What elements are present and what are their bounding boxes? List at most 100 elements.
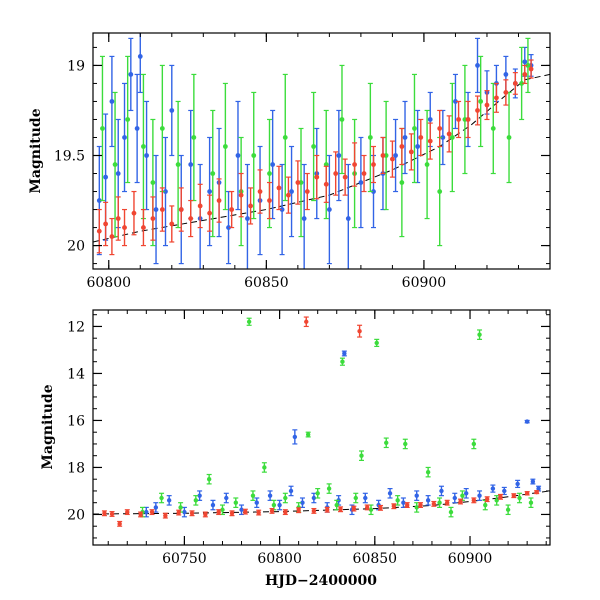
top-data-point <box>336 109 342 202</box>
bottom-points-layer <box>101 316 542 527</box>
top-point-marker <box>301 216 307 221</box>
top-data-point <box>235 100 241 211</box>
bottom-point-marker <box>178 505 183 510</box>
bottom-point-marker <box>125 509 130 515</box>
top-point-marker <box>188 162 194 167</box>
bottom-point-marker <box>176 510 181 515</box>
bottom-point-marker <box>418 502 423 508</box>
bottom-data-point <box>229 510 235 517</box>
top-data-point <box>371 145 377 184</box>
bottom-data-point <box>109 511 115 517</box>
bottom-point-marker <box>351 506 357 511</box>
top-point-marker <box>352 162 357 167</box>
top-point-marker <box>125 117 131 122</box>
bottom-point-marker <box>163 513 168 518</box>
bottom-data-point <box>501 486 507 496</box>
top-data-point <box>424 109 430 220</box>
bottom-point-marker <box>484 496 490 502</box>
top-data-point <box>109 217 115 256</box>
top-point-marker <box>112 162 118 167</box>
bottom-point-marker <box>197 493 202 498</box>
top-point-marker <box>115 171 121 176</box>
top-point-marker <box>207 189 213 194</box>
bottom-y-tick-label: 18 <box>67 460 85 476</box>
bottom-data-point <box>357 324 363 338</box>
bottom-point-marker <box>401 500 406 505</box>
top-data-point <box>169 205 175 243</box>
bottom-point-marker <box>224 495 229 501</box>
top-data-point <box>358 136 364 229</box>
top-point-marker <box>427 117 433 122</box>
top-point-marker <box>251 153 257 158</box>
bottom-point-marker <box>305 432 311 437</box>
bottom-data-point <box>282 509 288 516</box>
bottom-data-point <box>250 490 256 501</box>
top-data-point <box>270 109 276 220</box>
bottom-point-marker <box>387 491 393 496</box>
bottom-data-point <box>223 492 229 504</box>
top-data-point <box>248 187 254 225</box>
top-data-point <box>323 165 329 203</box>
top-data-point <box>122 208 128 247</box>
bottom-data-point <box>484 496 490 503</box>
top-y-tick-label: 19 <box>67 58 85 74</box>
top-data-point <box>301 163 307 269</box>
bottom-data-point <box>292 429 298 445</box>
top-point-marker <box>333 171 339 176</box>
top-point-marker <box>134 126 140 131</box>
bottom-x-tick-label: 60800 <box>257 551 302 567</box>
top-point-marker <box>484 102 490 108</box>
bottom-point-marker <box>262 465 267 470</box>
bottom-data-point <box>242 508 248 515</box>
bottom-data-point <box>326 483 332 494</box>
bottom-point-marker <box>292 434 298 440</box>
bottom-data-point <box>418 502 424 508</box>
top-data-point <box>311 91 317 202</box>
top-data-point <box>99 55 105 202</box>
top-point-marker <box>512 81 518 86</box>
bottom-data-point <box>277 499 283 511</box>
bottom-point-marker <box>414 505 419 510</box>
bottom-point-marker <box>340 359 345 364</box>
top-y-tick-label: 19.5 <box>54 149 85 165</box>
bottom-data-point <box>296 507 302 514</box>
top-point-marker <box>286 192 291 198</box>
top-point-marker <box>390 156 395 162</box>
bottom-point-marker <box>534 489 539 495</box>
bottom-data-point <box>383 437 389 449</box>
bottom-data-point <box>124 509 130 516</box>
bottom-point-marker <box>494 498 499 503</box>
top-data-point <box>475 37 481 94</box>
top-point-marker <box>222 144 228 149</box>
bottom-point-marker <box>166 498 172 503</box>
top-data-point <box>115 196 121 241</box>
top-y-axis-title: Magnitude <box>28 108 44 193</box>
bottom-y-tick-label: 12 <box>67 319 85 335</box>
top-data-point <box>304 172 310 211</box>
bottom-point-marker <box>363 495 368 501</box>
bottom-point-marker <box>193 498 199 503</box>
top-point-marker <box>393 153 398 158</box>
top-data-point <box>512 72 518 95</box>
bottom-point-marker <box>311 495 317 501</box>
top-data-point <box>191 73 197 202</box>
top-data-point <box>503 79 509 106</box>
bottom-point-marker <box>216 509 221 515</box>
bottom-point-marker <box>326 486 332 491</box>
top-point-marker <box>323 181 329 187</box>
top-data-point <box>352 142 358 187</box>
bottom-data-point <box>458 498 464 505</box>
top-point-marker <box>276 185 282 191</box>
bottom-data-point <box>490 484 496 493</box>
top-point-marker <box>437 189 443 194</box>
top-data-point <box>478 55 484 148</box>
top-point-marker <box>279 207 285 212</box>
top-point-marker <box>159 207 165 212</box>
top-point-marker <box>229 207 235 212</box>
top-point-marker <box>141 144 146 149</box>
top-point-marker <box>323 162 329 167</box>
top-data-point <box>222 82 228 211</box>
bottom-point-marker <box>464 491 469 496</box>
bottom-data-point <box>149 509 155 516</box>
